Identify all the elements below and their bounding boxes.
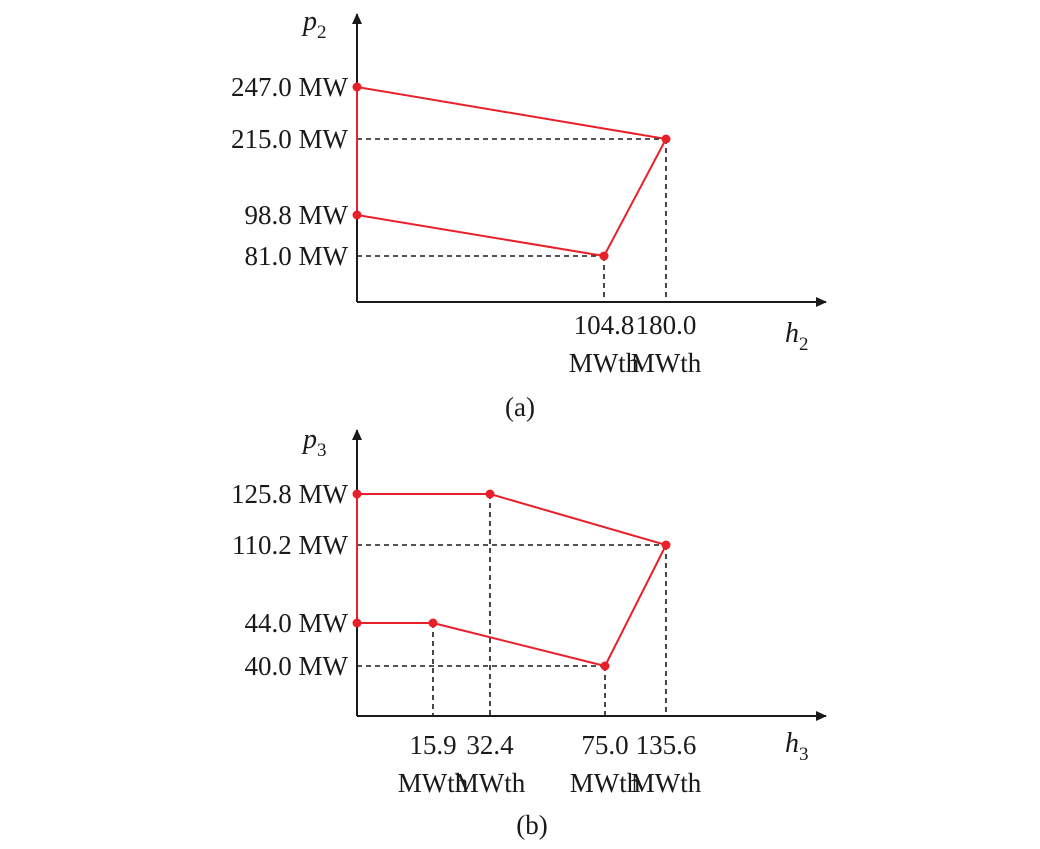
vertex-point bbox=[352, 210, 362, 220]
y-tick-label: 125.8 MW bbox=[231, 479, 349, 509]
panel-b-x-axis-label: h3 bbox=[785, 728, 809, 765]
x-tick-unit: MWth bbox=[398, 768, 469, 798]
panel-a-y-ticks: 247.0 MW 215.0 MW 98.8 MW 81.0 MW bbox=[231, 72, 349, 271]
vertex-point bbox=[428, 618, 438, 628]
x-tick-label: 75.0 bbox=[581, 730, 628, 760]
panel-a-guides bbox=[357, 138, 667, 302]
x-tick-unit: MWth bbox=[631, 348, 702, 378]
panel-a-caption: (a) bbox=[505, 392, 535, 422]
y-tick-label: 247.0 MW bbox=[231, 72, 349, 102]
panel-a-x-axis-label: h2 bbox=[785, 318, 809, 355]
vertex-point bbox=[661, 134, 671, 144]
vertex-point bbox=[352, 618, 362, 628]
vertex-point bbox=[352, 489, 362, 499]
x-tick-unit: MWth bbox=[631, 768, 702, 798]
feasible-region-outline bbox=[356, 86, 667, 257]
panel-b-region bbox=[352, 489, 671, 671]
y-tick-label: 110.2 MW bbox=[232, 530, 349, 560]
x-tick-unit: MWth bbox=[455, 768, 526, 798]
panel-b: p3 h3 125.8 MW 110.2 MW 44.0 MW 40.0 MW 15.… bbox=[231, 424, 827, 840]
panel-b-caption: (b) bbox=[516, 810, 547, 840]
vertex-point bbox=[599, 251, 609, 261]
y-tick-label: 215.0 MW bbox=[231, 124, 349, 154]
panel-a-region bbox=[352, 82, 671, 261]
y-tick-label: 40.0 MW bbox=[245, 651, 349, 681]
vertex-point bbox=[485, 489, 495, 499]
y-tick-label: 44.0 MW bbox=[245, 608, 349, 638]
panel-a-y-axis-label: p2 bbox=[301, 6, 327, 43]
x-tick-label: 32.4 bbox=[466, 730, 514, 760]
panel-b-guides bbox=[357, 493, 667, 716]
panel-b-y-axis-label: p3 bbox=[301, 424, 327, 461]
vertex-point bbox=[661, 540, 671, 550]
y-tick-label: 98.8 MW bbox=[245, 200, 349, 230]
panel-a-x-ticks: 104.8 MWth 180.0 MWth bbox=[569, 310, 702, 378]
feasible-region-outline bbox=[356, 493, 667, 667]
panel-a: p2 h2 247.0 MW 215.0 MW 98.8 MW 81.0 MW 104… bbox=[231, 6, 827, 422]
y-tick-label: 81.0 MW bbox=[245, 241, 349, 271]
x-tick-label: 15.9 bbox=[409, 730, 456, 760]
vertex-point bbox=[600, 661, 610, 671]
x-tick-label: 180.0 bbox=[636, 310, 697, 340]
x-tick-label: 104.8 bbox=[574, 310, 635, 340]
panel-b-y-ticks: 125.8 MW 110.2 MW 44.0 MW 40.0 MW bbox=[231, 479, 349, 681]
vertex-point bbox=[352, 82, 362, 92]
x-tick-unit: MWth bbox=[570, 768, 641, 798]
x-tick-label: 135.6 bbox=[636, 730, 697, 760]
x-tick-unit: MWth bbox=[569, 348, 640, 378]
